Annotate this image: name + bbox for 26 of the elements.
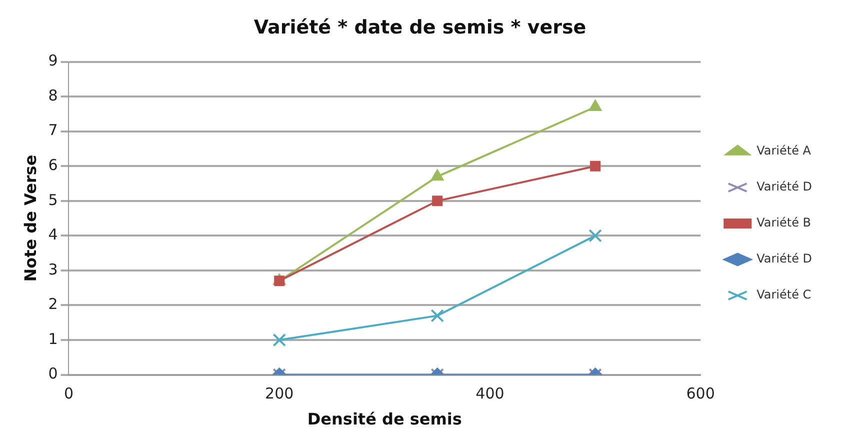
y-tick-label: 0 [48,364,58,383]
x-tick-label: 0 [64,384,74,403]
point [431,170,444,181]
y-tick-label: 1 [48,330,58,348]
legend-label: Variété C [756,288,812,302]
y-tick-label: 6 [48,156,58,174]
chart-title: Variété * date de semis * verse [254,16,586,38]
y-tick-label: 3 [48,260,58,278]
y-tick-label: 2 [48,295,58,314]
legend-label: Variété A [756,144,812,158]
y-tick-label: 9 [48,52,58,70]
x-tick-label: 400 [476,384,504,403]
y-tick-label: 7 [48,121,58,140]
y-axis-title: Note de Verse [20,154,40,282]
x-tick-label: 200 [265,384,294,403]
y-tick-label: 4 [48,226,58,244]
point [590,160,601,172]
legend-label: Variété B [756,216,811,230]
point [588,229,602,242]
legend-label: Variété D [756,180,812,194]
point [432,196,443,206]
y-tick-label: 8 [48,86,58,104]
x-axis-title: Densité de semis [307,410,462,429]
y-tick-label: 5 [48,190,58,209]
legend-label: Variété D [756,252,812,266]
x-tick-label: 600 [686,384,715,403]
